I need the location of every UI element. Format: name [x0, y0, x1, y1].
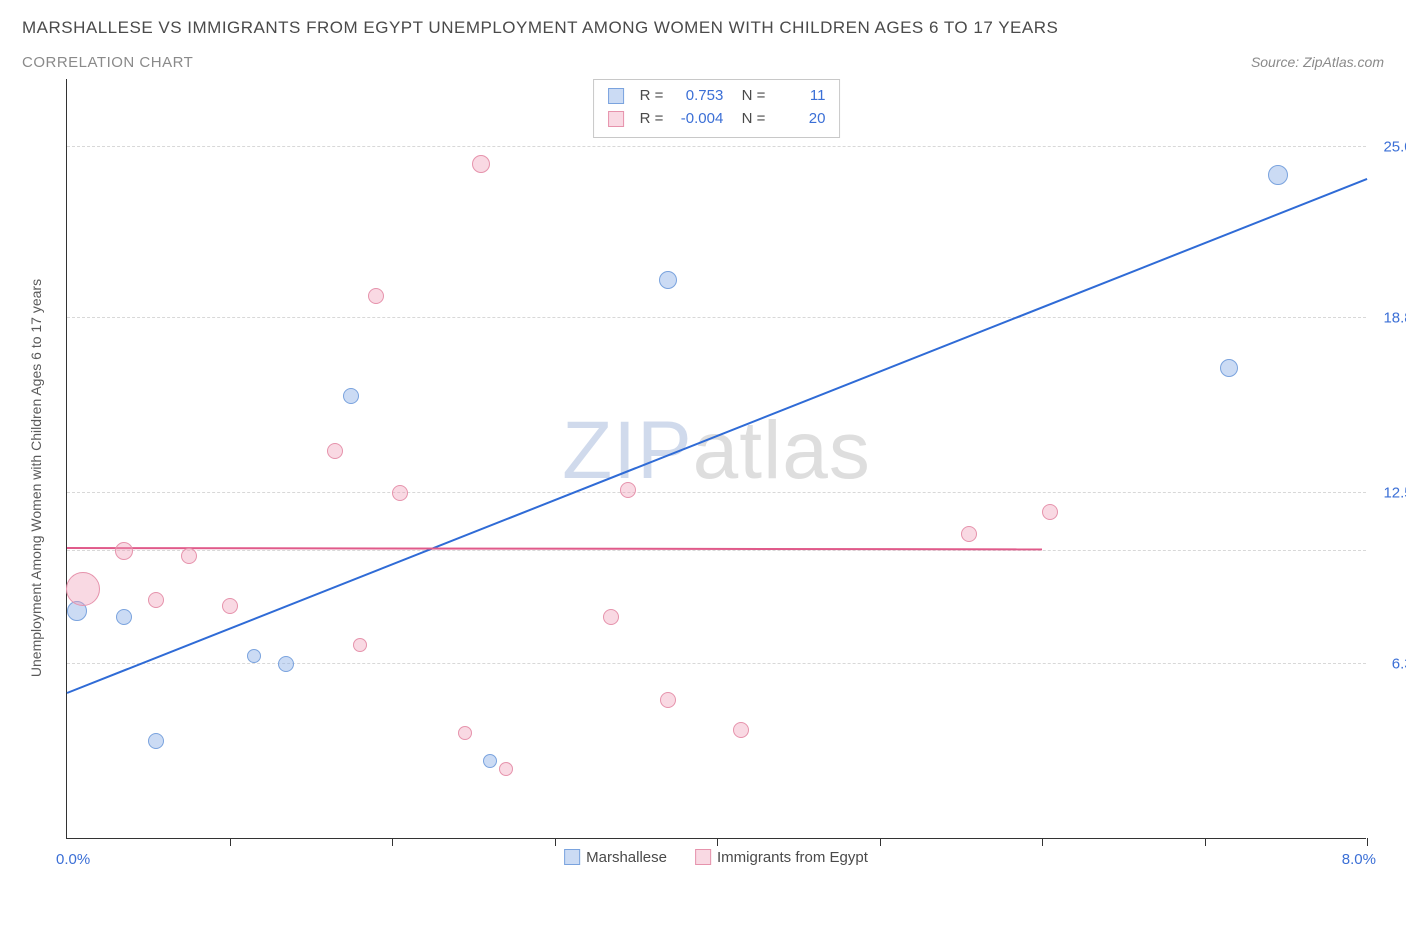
source-label: Source: ZipAtlas.com	[1251, 54, 1384, 70]
stat-n-label: N =	[733, 107, 765, 130]
data-point-egypt	[660, 692, 676, 708]
x-tick	[1205, 838, 1206, 846]
gridline-h	[67, 317, 1366, 318]
data-point-egypt	[733, 722, 749, 738]
legend-item-marshallese: Marshallese	[564, 849, 667, 866]
x-tick	[717, 838, 718, 846]
data-point-marshallese	[148, 733, 164, 749]
gridline-h	[67, 146, 1366, 147]
x-tick	[392, 838, 393, 846]
stat-r-label: R =	[640, 107, 664, 130]
data-point-marshallese	[247, 649, 261, 663]
data-point-egypt	[148, 592, 164, 608]
data-point-marshallese	[1268, 165, 1288, 185]
stats-row-egypt: R = -0.004 N = 20	[608, 107, 826, 130]
data-point-egypt	[458, 726, 472, 740]
data-point-egypt	[620, 482, 636, 498]
data-point-marshallese	[1220, 359, 1238, 377]
stat-n-value: 20	[775, 107, 825, 130]
legend-swatch-icon	[564, 849, 580, 865]
watermark-atlas: atlas	[693, 405, 871, 496]
legend-swatch-icon	[608, 88, 624, 104]
legend-label: Marshallese	[586, 849, 667, 866]
stat-r-value: -0.004	[673, 107, 723, 130]
data-point-egypt	[1042, 504, 1058, 520]
y-tick-label: 25.0%	[1383, 139, 1406, 156]
x-tick	[1042, 838, 1043, 846]
legend-swatch-icon	[608, 111, 624, 127]
data-point-egypt	[499, 762, 513, 776]
data-point-marshallese	[278, 656, 294, 672]
y-tick-label: 18.8%	[1383, 310, 1406, 327]
data-point-egypt	[222, 598, 238, 614]
x-tick	[555, 838, 556, 846]
data-point-egypt	[392, 485, 408, 501]
legend-label: Immigrants from Egypt	[717, 849, 868, 866]
chart-title: MARSHALLESE VS IMMIGRANTS FROM EGYPT UNE…	[22, 18, 1388, 38]
trend-line-marshallese	[67, 178, 1368, 694]
correlation-stats-box: R = 0.753 N = 11 R = -0.004 N = 20	[593, 79, 841, 138]
series-legend: Marshallese Immigrants from Egypt	[564, 849, 868, 866]
x-axis-max-label: 8.0%	[1342, 851, 1376, 868]
data-point-marshallese	[483, 754, 497, 768]
gridline-h	[67, 663, 1366, 664]
data-point-marshallese	[659, 271, 677, 289]
chart-subtitle: CORRELATION CHART	[22, 54, 193, 71]
data-point-egypt	[603, 609, 619, 625]
plot-region: ZIPatlas R =0.753 N =11R =-0.004 N =20 6…	[66, 79, 1366, 839]
x-axis-min-label: 0.0%	[56, 851, 90, 868]
data-point-egypt	[472, 155, 490, 173]
chart-area: Unemployment Among Women with Children A…	[66, 79, 1388, 877]
stat-n-label: N =	[733, 84, 765, 107]
data-point-marshallese	[343, 388, 359, 404]
y-tick-label: 12.5%	[1383, 484, 1406, 501]
subtitle-row: CORRELATION CHART Source: ZipAtlas.com	[22, 54, 1384, 71]
legend-swatch-icon	[695, 849, 711, 865]
watermark: ZIPatlas	[562, 404, 871, 498]
y-axis-label: Unemployment Among Women with Children A…	[28, 279, 44, 677]
data-point-egypt	[181, 548, 197, 564]
data-point-egypt	[353, 638, 367, 652]
legend-item-egypt: Immigrants from Egypt	[695, 849, 868, 866]
y-tick-label: 6.3%	[1392, 655, 1406, 672]
x-axis-row: 0.0% MarshalleseImmigrants from Egypt 8.…	[66, 847, 1366, 877]
data-point-egypt	[368, 288, 384, 304]
stat-r-value: 0.753	[673, 84, 723, 107]
x-tick	[880, 838, 881, 846]
x-tick	[230, 838, 231, 846]
stat-r-label: R =	[640, 84, 664, 107]
stats-row-marshallese: R = 0.753 N = 11	[608, 84, 826, 107]
data-point-egypt	[961, 526, 977, 542]
gridline-h	[67, 492, 1366, 493]
data-point-egypt	[66, 572, 100, 606]
data-point-marshallese	[116, 609, 132, 625]
stat-n-value: 11	[775, 84, 825, 107]
data-point-egypt	[115, 542, 133, 560]
x-tick	[1367, 838, 1368, 846]
data-point-egypt	[327, 443, 343, 459]
